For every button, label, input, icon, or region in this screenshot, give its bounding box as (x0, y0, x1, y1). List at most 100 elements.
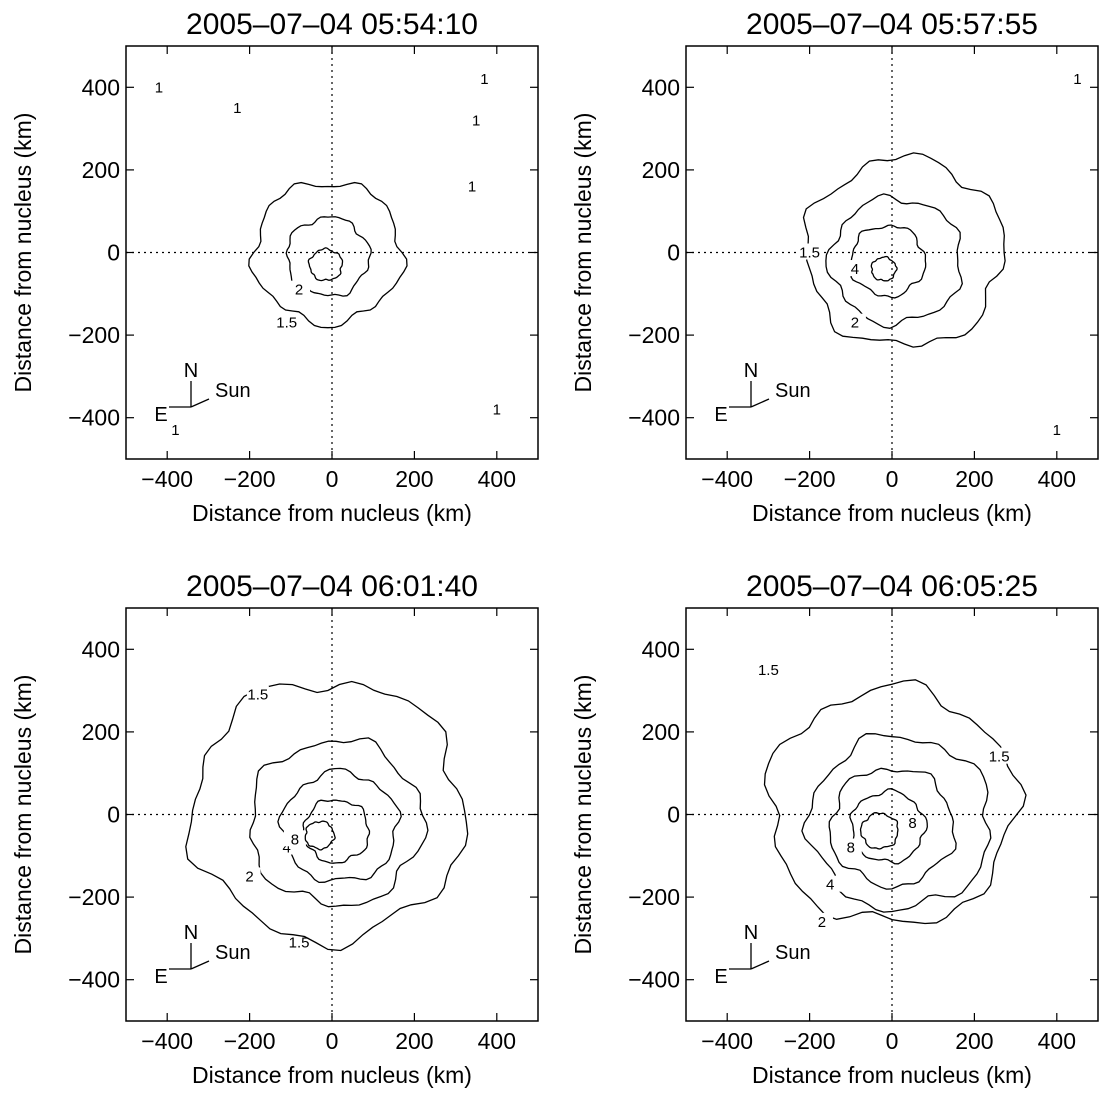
contour-label: 8 (847, 840, 855, 857)
compass-sun-label: Sun (775, 942, 811, 964)
contour-line (801, 733, 992, 913)
x-tick-label: −200 (224, 1028, 276, 1054)
x-tick-label: 200 (395, 1028, 433, 1054)
contour-label: 1 (480, 71, 488, 88)
y-tick-label: −200 (628, 322, 680, 348)
contour-label: 1 (1073, 71, 1081, 88)
compass-sun-arm (750, 398, 770, 408)
contour-line (248, 181, 408, 329)
axis-ticks: −400 −200 0 200 400 −400 −200 0 200 400 (628, 46, 1098, 492)
contour-label: 2 (245, 868, 253, 885)
crosshair (686, 608, 1098, 1021)
y-tick-label: −400 (628, 967, 680, 993)
contour-line (870, 255, 898, 282)
compass: NE Sun (154, 922, 250, 988)
axis-ticks: −400 −200 0 200 400 −400 −200 0 200 400 (68, 46, 538, 492)
contour-line (277, 767, 402, 884)
x-tick-label: −400 (141, 1028, 193, 1054)
y-tick-label: 200 (82, 157, 120, 183)
x-tick-label: −200 (784, 466, 836, 492)
y-tick-label: −400 (68, 967, 120, 993)
y-axis-label: Distance from nucleus (km) (570, 675, 596, 955)
y-tick-label: −400 (68, 405, 120, 431)
axis-ticks: −400 −200 0 200 400 −400 −200 0 200 400 (628, 608, 1098, 1054)
panel-4: 2005–07–04 06:05:25 1.5 2 4 8 1.5 8 −400 −200 0 20… (570, 570, 1099, 1088)
contour-label-bg (843, 313, 866, 330)
contour-label-bg (988, 747, 1011, 764)
contour-label-bg (246, 685, 269, 702)
compass-east-label: E (154, 404, 167, 426)
compass-sun-label: Sun (215, 942, 251, 964)
contour-label: 1.5 (289, 935, 310, 952)
compass: NE Sun (714, 922, 810, 988)
contour-label-bg (843, 260, 866, 277)
x-tick-label: 400 (1038, 466, 1076, 492)
contour-line (825, 193, 963, 329)
x-tick-label: 0 (326, 466, 339, 492)
contour-group: 1.5 2 1 1 1 1 1 1 1 (155, 71, 501, 439)
compass-sun-arm (750, 960, 770, 970)
contour-label: 2 (851, 315, 859, 332)
contour-group: 1.5 2 4 8 1.5 8 (758, 662, 1027, 931)
x-tick-label: 0 (886, 1028, 899, 1054)
contour-label: 1 (493, 401, 501, 418)
x-tick-label: −400 (141, 466, 193, 492)
x-tick-label: 0 (886, 466, 899, 492)
x-tick-label: −400 (701, 466, 753, 492)
contour-label: 1 (472, 112, 480, 129)
y-tick-label: 0 (667, 802, 680, 828)
contour-label: 4 (826, 877, 834, 894)
contour-line (763, 679, 1027, 925)
contour-label-bg (810, 912, 833, 929)
contour-label-bg (283, 830, 306, 847)
y-tick-label: 0 (667, 240, 680, 266)
x-tick-label: −200 (224, 466, 276, 492)
y-tick-label: 400 (642, 74, 680, 100)
y-tick-label: −200 (68, 322, 120, 348)
x-tick-label: 400 (1038, 1028, 1076, 1054)
contour-label: 4 (283, 840, 291, 857)
x-tick-label: −400 (701, 1028, 753, 1054)
x-tick-label: 200 (955, 1028, 993, 1054)
compass-sun-label: Sun (215, 380, 251, 402)
panel-3: 2005–07–04 06:01:40 1.5 2 4 8 1.5 −400 −200 0 200… (10, 570, 539, 1088)
crosshair (126, 46, 538, 459)
crosshair (686, 46, 1098, 459)
panel-2: 2005–07–04 05:57:55 1.5 2 4 1 1 −400 −200 0 200 40… (570, 8, 1099, 526)
panel-title: 2005–07–04 05:54:10 (186, 8, 478, 41)
x-tick-label: 200 (955, 466, 993, 492)
contour-line (828, 767, 957, 890)
y-tick-label: 0 (107, 240, 120, 266)
compass-north-label: N (184, 922, 198, 944)
panel-title: 2005–07–04 06:05:25 (746, 570, 1038, 603)
y-tick-label: −400 (628, 405, 680, 431)
contour-label-bg (798, 243, 821, 260)
x-tick-label: 200 (395, 466, 433, 492)
y-axis-label: Distance from nucleus (km) (10, 675, 36, 955)
x-tick-label: 0 (326, 1028, 339, 1054)
y-tick-label: 400 (82, 74, 120, 100)
contour-label: 2 (295, 282, 303, 299)
y-tick-label: 400 (82, 636, 120, 662)
contour-label: 1.5 (799, 245, 820, 262)
compass-north-label: N (744, 360, 758, 382)
compass-north-label: N (744, 922, 758, 944)
contour-label-bg (819, 875, 842, 892)
contour-label: 1 (468, 178, 476, 195)
contour-line (249, 737, 429, 908)
contour-label-bg (238, 867, 261, 884)
y-tick-label: 200 (82, 719, 120, 745)
contour-line (185, 680, 469, 952)
compass-sun-arm (190, 960, 210, 970)
x-axis-label: Distance from nucleus (km) (752, 1062, 1032, 1088)
contour-group: 1.5 2 4 1 1 (798, 71, 1082, 439)
contour-label: 8 (291, 831, 299, 848)
panel-title: 2005–07–04 05:57:55 (746, 8, 1038, 41)
x-axis-label: Distance from nucleus (km) (192, 500, 472, 526)
contour-label: 1.5 (758, 662, 779, 679)
y-tick-label: 400 (642, 636, 680, 662)
compass-east-label: E (714, 966, 727, 988)
contour-label: 4 (851, 261, 859, 278)
